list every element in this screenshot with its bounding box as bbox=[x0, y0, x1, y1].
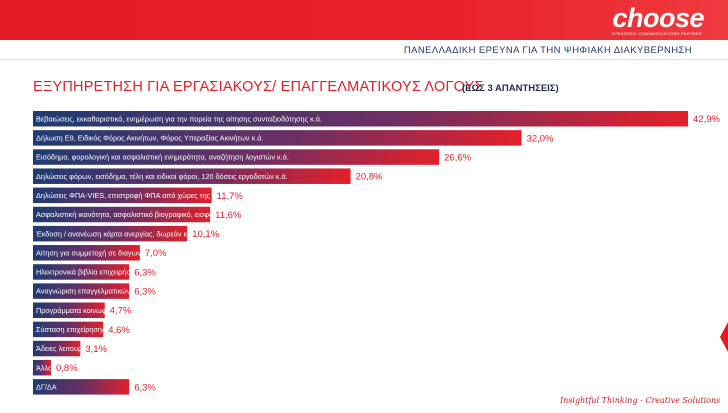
value-label-4: 20,8% bbox=[356, 172, 383, 183]
footer-slogan: Insightful Thinking - Creative Solutions bbox=[560, 396, 721, 405]
category-label-2: Δήλωση Ε9, Ειδικός Φόρος Ακινήτων, Φόρος… bbox=[36, 134, 264, 143]
category-label-6: Ασφαλιστική ικανότητα, ασφαλιστικό βιογρ… bbox=[36, 210, 321, 219]
category-label-10: Αναγνώριση επαγγελματικών προσόντων κ.ά. bbox=[36, 287, 184, 296]
bar-3 bbox=[33, 149, 440, 165]
bar-13 bbox=[33, 340, 81, 357]
bar-8 bbox=[33, 245, 140, 261]
bar-5 bbox=[33, 187, 212, 204]
value-label-12: 4,6% bbox=[108, 325, 130, 336]
value-label-5: 11,7% bbox=[217, 191, 244, 202]
header-divider bbox=[0, 59, 728, 60]
bar-4 bbox=[33, 168, 351, 184]
brand-header-bar: choose STRATEGIC COMMUNICATIONS PARTNER bbox=[0, 0, 728, 40]
survey-title: ΠΑΝΕΛΛΑΔΙΚΗ ΕΡΕΥΝΑ ΓΙΑ ΤΗΝ ΨΗΦΙΑΚΗ ΔΙΑΚΥ… bbox=[403, 45, 692, 56]
value-label-11: 4,7% bbox=[110, 306, 132, 317]
value-label-2: 32,0% bbox=[527, 133, 554, 144]
category-label-5: Δηλώσεις ΦΠΑ-VIES, επιστροφή ΦΠΑ από χώρ… bbox=[36, 191, 333, 200]
category-label-9: Ηλεκτρονικά βιβλία επιχειρήσεων, ανάγνωσ… bbox=[36, 268, 309, 277]
category-label-3: Εισόδημα, φορολογική και ασφαλιστική ενη… bbox=[36, 153, 289, 162]
bar-14 bbox=[33, 359, 51, 376]
bar-9 bbox=[33, 264, 130, 280]
value-label-9: 6,3% bbox=[134, 267, 156, 278]
chart-title: ΕΞΥΠΗΡΕΤΗΣΗ ΓΙΑ ΕΡΓΑΣΙΑΚΟΥΣ/ ΕΠΑΓΓΕΛΜΑΤΙ… bbox=[33, 79, 484, 95]
value-label-8: 7,0% bbox=[145, 248, 167, 259]
category-label-4: Δηλώσεις φόρων, εισόδημα, τέλη και ειδικ… bbox=[36, 172, 288, 181]
category-label-1: Βεβαιώσεις, εκκαθαριστικά, ενημέρωση για… bbox=[36, 114, 322, 123]
value-label-6: 11,6% bbox=[215, 210, 242, 221]
category-label-12: Σύσταση επιχείρησης, γνωστοποίηση έναρξη… bbox=[36, 325, 305, 334]
bar-1 bbox=[33, 111, 688, 127]
bar-12 bbox=[33, 321, 104, 338]
value-label-3: 26,6% bbox=[444, 152, 471, 163]
bar-15 bbox=[33, 379, 130, 395]
category-label-13: Άδειες λειτουργίας / κατασκευών, οικοδομ… bbox=[36, 344, 357, 353]
brand-logo: choose bbox=[612, 3, 704, 33]
value-label-13: 3,1% bbox=[85, 344, 107, 355]
value-label-7: 10,1% bbox=[192, 229, 219, 240]
value-label-1: 42,9% bbox=[693, 114, 720, 125]
bar-7 bbox=[33, 225, 188, 242]
category-label-7: Έκδοση / ανανέωση κάρτα ανεργίας, δωρεάν… bbox=[35, 229, 363, 238]
category-label-11: Προγράμματα κοινωφελούς χαρακτήρα / κοιν… bbox=[36, 306, 382, 315]
brand-tagline: STRATEGIC COMMUNICATIONS PARTNER bbox=[611, 31, 702, 36]
category-label-8: Αίτηση για συμμετοχή σε διαγωνισμό, αποτ… bbox=[36, 248, 250, 257]
arrow-right-icon bbox=[720, 322, 728, 352]
value-label-10: 6,3% bbox=[134, 287, 156, 298]
bar-6 bbox=[33, 206, 211, 223]
bar-11 bbox=[33, 302, 105, 318]
value-label-14: 0,8% bbox=[56, 363, 78, 374]
category-label-15: ΔΓ/ΔΑ bbox=[36, 382, 57, 391]
bar-2 bbox=[33, 130, 522, 146]
chart-subtitle: (ΕΩΣ 3 ΑΠΑΝΤΗΣΕΙΣ) bbox=[462, 83, 559, 94]
category-label-14: Άλλο τι; bbox=[36, 363, 61, 372]
value-label-15: 6,3% bbox=[134, 382, 156, 393]
bar-10 bbox=[33, 283, 130, 299]
